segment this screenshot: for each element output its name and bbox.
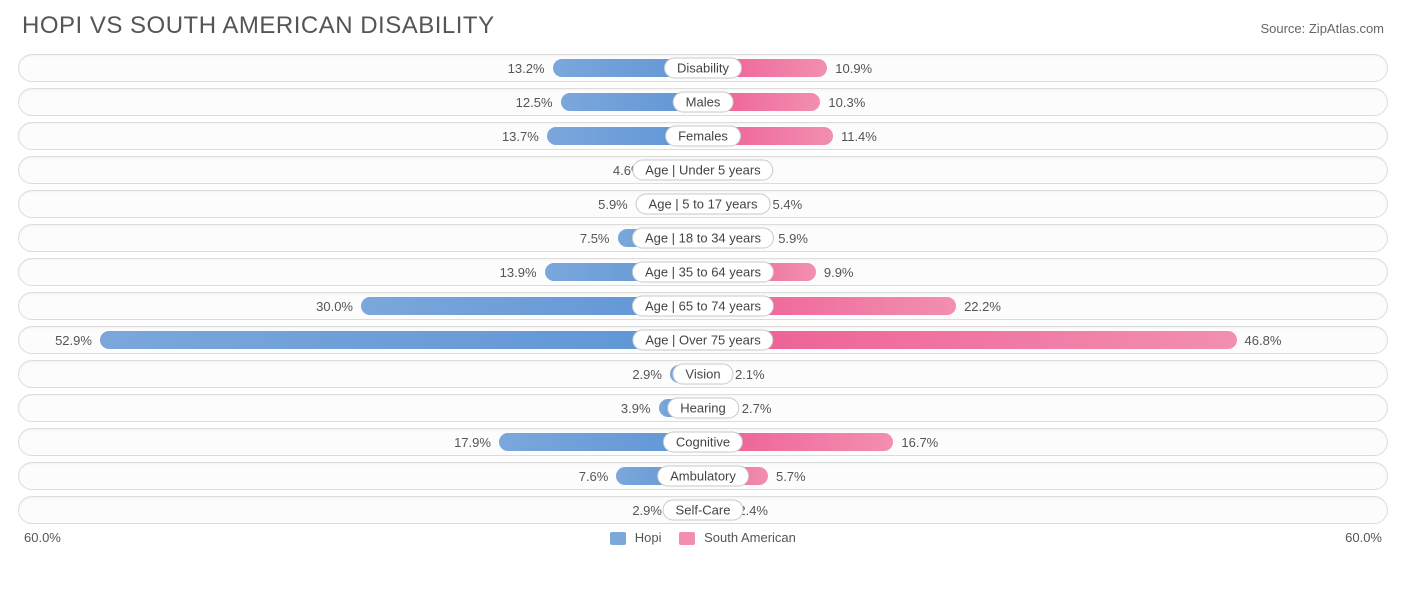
axis-max-right: 60.0% <box>1345 530 1382 545</box>
value-left: 13.2% <box>500 61 553 76</box>
chart-row: 2.9%2.4%Self-Care <box>18 496 1388 524</box>
axis-max-left: 60.0% <box>24 530 61 545</box>
chart-row: 7.6% 5.7% Ambulatory <box>18 462 1388 490</box>
source-label: Source: ZipAtlas.com <box>1260 21 1384 36</box>
chart-title: HOPI VS SOUTH AMERICAN DISABILITY <box>22 12 495 40</box>
legend: Hopi South American <box>610 530 796 545</box>
legend-label-south-american: South American <box>704 530 796 545</box>
chart-row: 17.9% 16.7% Cognitive <box>18 428 1388 456</box>
value-left: 12.5% <box>508 95 561 110</box>
diverging-bar-chart: 13.2% 10.9% Disability 12.5% 10.3% Males 13.7%… <box>18 54 1388 524</box>
chart-footer: 60.0% Hopi South American 60.0% <box>18 530 1388 545</box>
legend-item-hopi: Hopi <box>610 530 661 545</box>
legend-label-hopi: Hopi <box>635 530 662 545</box>
value-left: 7.5% <box>572 231 618 246</box>
row-label: Disability <box>664 58 742 79</box>
chart-row: 13.7% 11.4% Females <box>18 122 1388 150</box>
chart-row: 52.9% 46.8% Age | Over 75 years <box>18 326 1388 354</box>
chart-row: 12.5% 10.3% Males <box>18 88 1388 116</box>
value-right: 46.8% <box>1237 333 1290 348</box>
value-right: 9.9% <box>816 265 862 280</box>
row-label: Vision <box>672 364 733 385</box>
value-right: 10.9% <box>827 61 880 76</box>
legend-swatch-hopi <box>610 532 626 545</box>
row-label: Females <box>665 126 741 147</box>
chart-row: 4.6%1.2%Age | Under 5 years <box>18 156 1388 184</box>
value-right: 10.3% <box>820 95 873 110</box>
chart-row: 13.9% 9.9% Age | 35 to 64 years <box>18 258 1388 286</box>
bar-right <box>703 331 1237 349</box>
value-right: 2.7% <box>734 401 780 416</box>
legend-item-south-american: South American <box>679 530 795 545</box>
row-label: Ambulatory <box>657 466 749 487</box>
bar-left <box>100 331 703 349</box>
value-right: 5.4% <box>765 197 811 212</box>
row-label: Age | 35 to 64 years <box>632 262 774 283</box>
value-left: 52.9% <box>47 333 100 348</box>
value-right: 16.7% <box>893 435 946 450</box>
value-right: 22.2% <box>956 299 1009 314</box>
chart-row: 2.9% 2.1%Vision <box>18 360 1388 388</box>
value-left: 2.9% <box>624 367 670 382</box>
legend-swatch-south-american <box>679 532 695 545</box>
chart-row: 7.5% 5.9%Age | 18 to 34 years <box>18 224 1388 252</box>
row-label: Age | Under 5 years <box>632 160 773 181</box>
value-right: 5.9% <box>770 231 816 246</box>
row-label: Age | 65 to 74 years <box>632 296 774 317</box>
value-left: 30.0% <box>308 299 361 314</box>
chart-row: 13.2% 10.9% Disability <box>18 54 1388 82</box>
value-left: 13.9% <box>492 265 545 280</box>
value-right: 2.1% <box>727 367 773 382</box>
value-left: 3.9% <box>613 401 659 416</box>
value-left: 17.9% <box>446 435 499 450</box>
row-label: Males <box>673 92 734 113</box>
chart-row: 30.0% 22.2% Age | 65 to 74 years <box>18 292 1388 320</box>
value-right: 11.4% <box>833 129 885 144</box>
row-label: Self-Care <box>663 500 744 521</box>
value-left: 7.6% <box>571 469 617 484</box>
value-left: 13.7% <box>494 129 547 144</box>
row-label: Age | Over 75 years <box>632 330 773 351</box>
row-label: Age | 5 to 17 years <box>636 194 771 215</box>
value-right: 5.7% <box>768 469 814 484</box>
value-left: 5.9% <box>590 197 636 212</box>
chart-row: 3.9% 2.7%Hearing <box>18 394 1388 422</box>
row-label: Hearing <box>667 398 739 419</box>
row-label: Cognitive <box>663 432 743 453</box>
header: HOPI VS SOUTH AMERICAN DISABILITY Source… <box>18 12 1388 40</box>
chart-row: 5.9% 5.4%Age | 5 to 17 years <box>18 190 1388 218</box>
row-label: Age | 18 to 34 years <box>632 228 774 249</box>
